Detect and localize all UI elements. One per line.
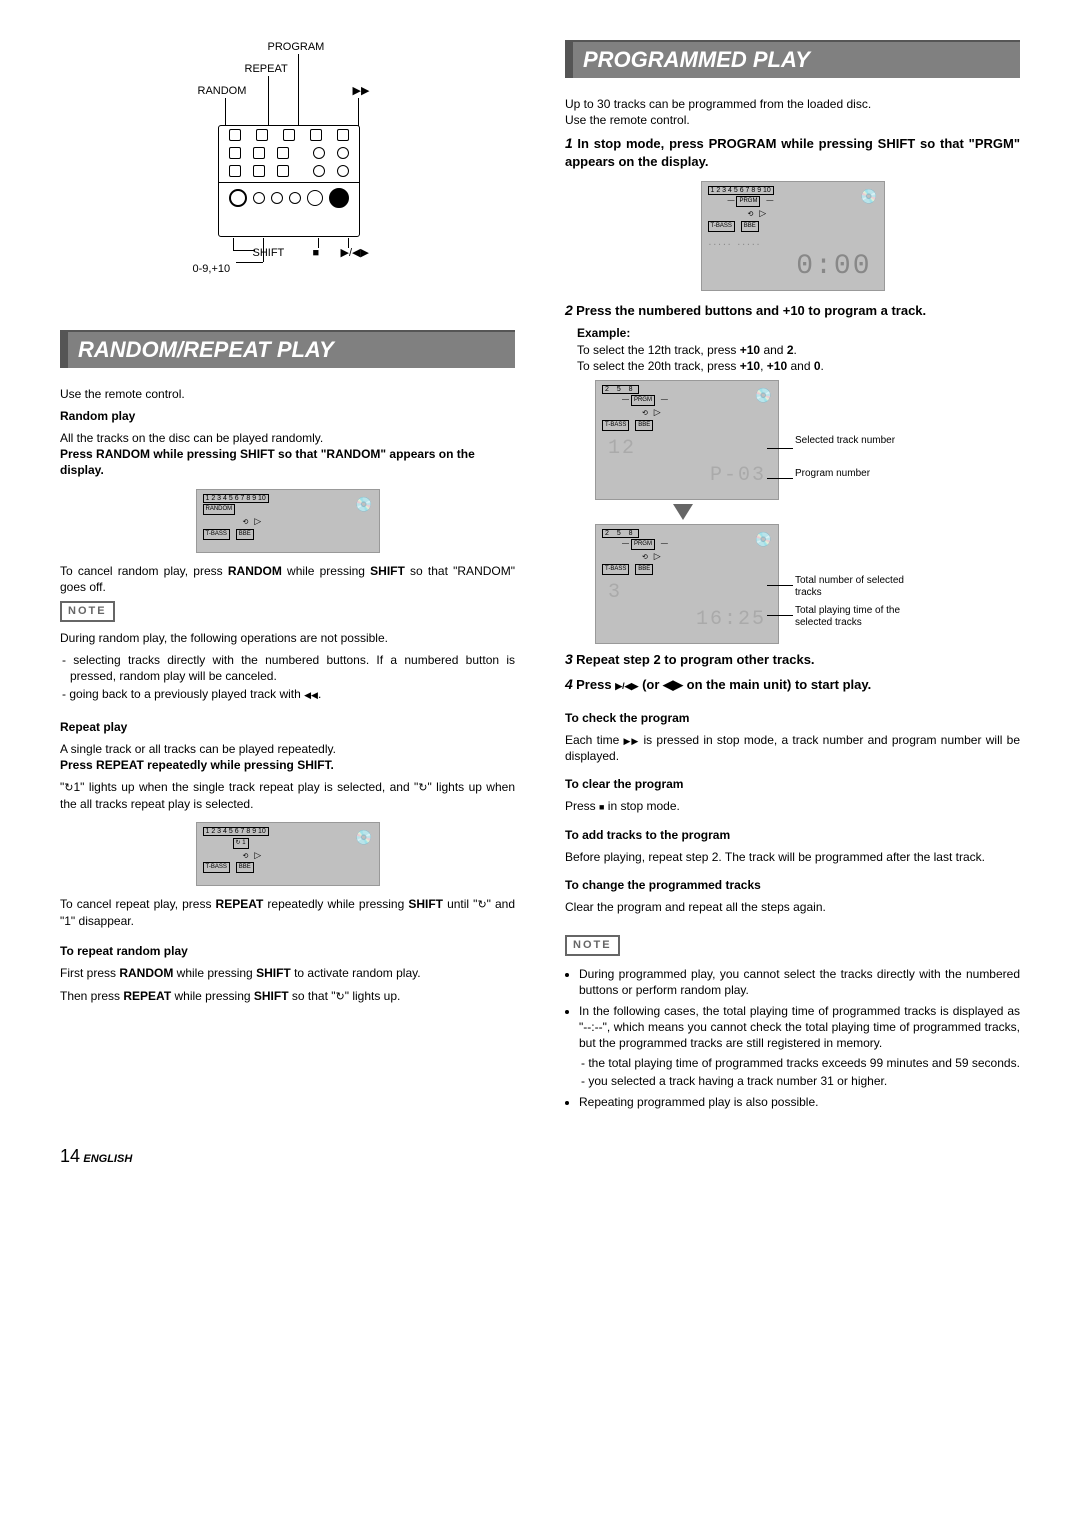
note1-item1: selecting tracks directly with the numbe… xyxy=(60,652,515,684)
change-tracks-title: To change the programmed tracks xyxy=(565,877,1020,893)
label-program: PROGRAM xyxy=(268,40,325,55)
random-play-line1: All the tracks on the disc can be played… xyxy=(60,431,323,445)
step1-text: In stop mode, press PROGRAM while pressi… xyxy=(565,136,1020,169)
label-playctl: ▶/◀▶ xyxy=(341,246,369,261)
page-number: 14 xyxy=(60,1146,80,1166)
heading-random-repeat: RANDOM/REPEAT PLAY xyxy=(60,330,515,368)
clear-program-title: To clear the program xyxy=(565,776,1020,792)
note-label: NOTE xyxy=(60,601,115,622)
random-play-instruction: Press RANDOM while pressing SHIFT so tha… xyxy=(60,447,475,477)
lcd-prgm-display: 1 2 3 4 5 6 7 8 9 10 💿 — PRGM — ⟲ T-BASS… xyxy=(701,181,885,291)
repeat-random-title: To repeat random play xyxy=(60,943,515,959)
page-language: ENGLISH xyxy=(83,1153,132,1165)
cd-icon: 💿 xyxy=(860,186,877,207)
random-play-title: Random play xyxy=(60,408,515,424)
play-both-icon: ◀▶ xyxy=(663,677,683,692)
check-program-title: To check the program xyxy=(565,710,1020,726)
play-pause-icon xyxy=(615,677,638,692)
note-label: NOTE xyxy=(565,935,620,956)
note1-head: During random play, the following operat… xyxy=(60,630,515,646)
cd-icon: 💿 xyxy=(355,494,372,515)
heading-programmed: PROGRAMMED PLAY xyxy=(565,40,1020,78)
note-list: During programmed play, you cannot selec… xyxy=(565,966,1020,1110)
step3-text: Repeat step 2 to program other tracks. xyxy=(576,652,814,667)
label-shift: SHIFT xyxy=(253,246,285,261)
label-ff: ▶▶ xyxy=(353,84,370,99)
use-remote-text: Use the remote control. xyxy=(60,386,515,402)
label-stop: ■ xyxy=(313,246,320,261)
lcd-program-example: 2 5 8 💿 — PRGM — ⟲ T-BASS BBE 12 P-03 Se… xyxy=(595,380,925,644)
fast-forward-icon xyxy=(624,733,640,747)
lcd-repeat-display: 1 2 3 4 5 6 7 8 9 10 💿 ↻ 1 ⟲ T-BASS BBE xyxy=(196,822,380,886)
label-nums: 0-9,+10 xyxy=(193,262,231,277)
arrow-down-icon xyxy=(673,504,693,520)
cd-icon: 💿 xyxy=(355,827,372,848)
lcd-random-display: 1 2 3 4 5 6 7 8 9 10 💿 RANDOM ⟲ T-BASS B… xyxy=(196,489,380,553)
loop-icon xyxy=(418,780,427,794)
add-tracks-title: To add tracks to the program xyxy=(565,827,1020,843)
lcd-time: 0:00 xyxy=(708,248,878,286)
label-random: RANDOM xyxy=(198,84,247,99)
remote-body xyxy=(218,125,360,237)
repeat-play-title: Repeat play xyxy=(60,719,515,735)
label-repeat: REPEAT xyxy=(245,62,288,77)
page-footer: 14 ENGLISH xyxy=(60,1144,1020,1168)
rewind-icon xyxy=(304,687,318,701)
step2-text: Press the numbered buttons and +10 to pr… xyxy=(576,303,926,318)
remote-diagram: PROGRAM REPEAT RANDOM ▶▶ SHIFT xyxy=(163,40,413,300)
